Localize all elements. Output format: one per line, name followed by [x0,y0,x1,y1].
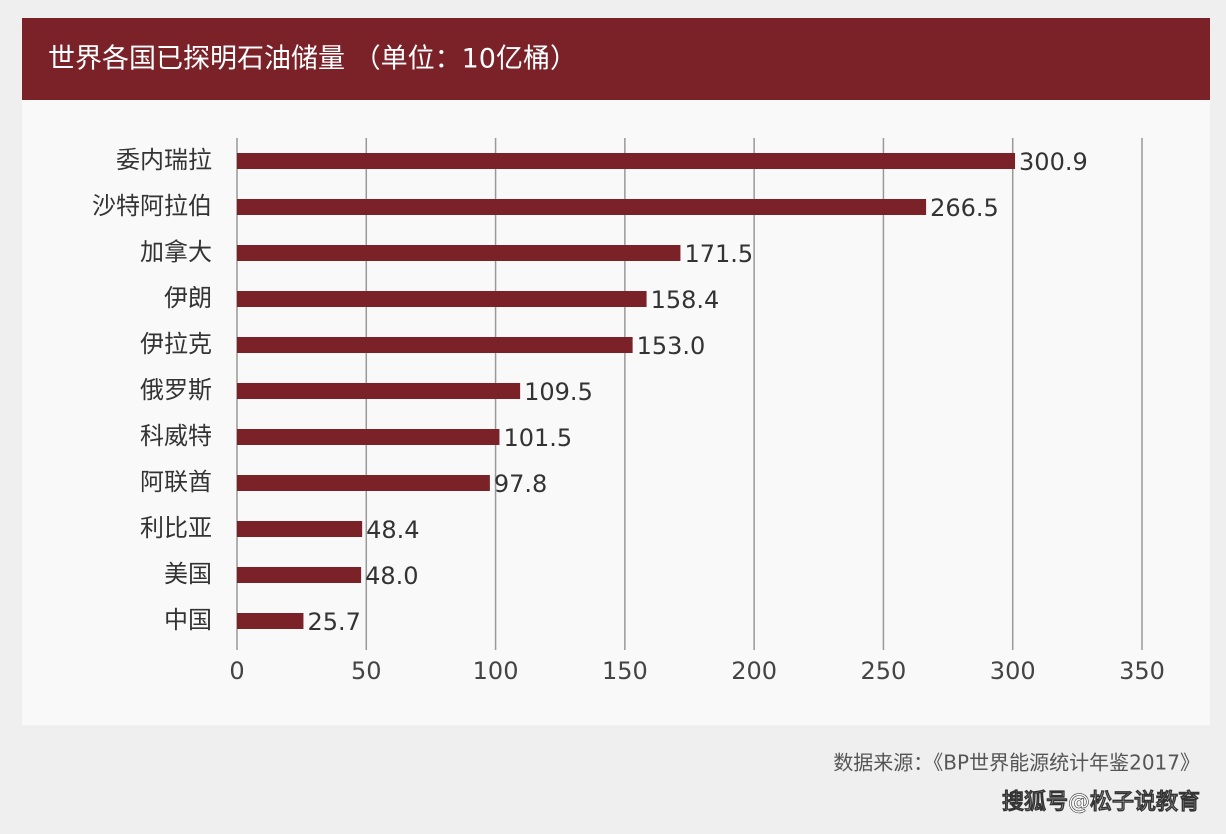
y-tick-label: 美国 [164,560,212,588]
x-tick-label: 100 [473,657,519,685]
bar [237,567,362,583]
bar [237,613,304,629]
bar [237,245,681,261]
y-tick-label: 伊拉克 [140,330,212,358]
bar [237,199,927,215]
bar [237,153,1016,169]
value-label: 97.8 [494,470,547,498]
x-tick-label: 150 [602,657,648,685]
value-label: 158.4 [651,286,720,314]
source-note: 数据来源：《BP世界能源统计年鉴2017》 [833,751,1200,775]
value-label: 266.5 [930,194,999,222]
y-tick-label: 科威特 [140,422,212,450]
bar [237,291,647,307]
bar [237,521,363,537]
y-tick-label: 中国 [164,606,212,634]
y-tick-label: 委内瑞拉 [116,146,212,174]
value-label: 25.7 [307,608,360,636]
value-label: 48.0 [365,562,418,590]
value-label: 300.9 [1019,148,1088,176]
y-tick-label: 加拿大 [140,238,212,266]
value-label: 153.0 [637,332,706,360]
y-tick-label: 沙特阿拉伯 [92,192,212,220]
bar [237,429,500,445]
x-tick-label: 350 [1119,657,1165,685]
y-tick-label: 俄罗斯 [140,376,212,404]
value-label: 48.4 [366,516,419,544]
bar [237,475,490,491]
x-tick-label: 200 [731,657,777,685]
x-tick-label: 250 [861,657,907,685]
x-tick-label: 50 [351,657,382,685]
watermark: 搜狐号@松子说教育 [1002,789,1200,815]
value-label: 109.5 [524,378,593,406]
x-tick-label: 0 [229,657,244,685]
x-tick-label: 300 [990,657,1036,685]
y-tick-label: 利比亚 [140,514,212,542]
value-label: 171.5 [684,240,753,268]
bar [237,383,521,399]
chart-title: 世界各国已探明石油储量 （单位：10亿桶） [48,44,577,75]
value-label: 101.5 [503,424,572,452]
y-tick-label: 阿联酋 [140,468,212,496]
title-bar [22,18,1210,100]
y-tick-label: 伊朗 [164,284,212,312]
bar [237,337,633,353]
